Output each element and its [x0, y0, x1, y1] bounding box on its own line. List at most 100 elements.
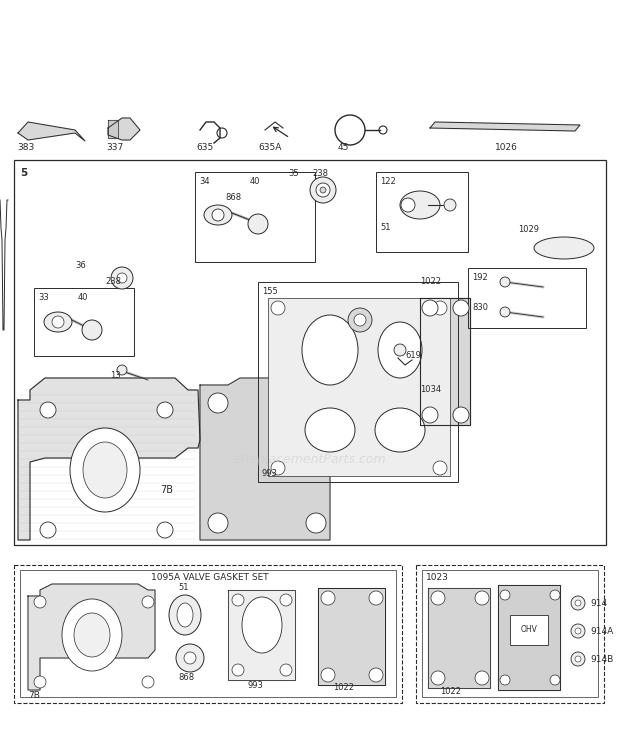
Circle shape: [40, 522, 56, 538]
Circle shape: [82, 320, 102, 340]
Bar: [34, 288, 134, 356]
Text: 914: 914: [590, 598, 607, 608]
Text: 1034: 1034: [420, 385, 441, 394]
Ellipse shape: [400, 191, 440, 219]
Circle shape: [40, 402, 56, 418]
Circle shape: [422, 300, 438, 316]
Text: 1095A VALVE GASKET SET: 1095A VALVE GASKET SET: [151, 574, 269, 583]
Circle shape: [34, 596, 46, 608]
Text: 619: 619: [405, 350, 421, 359]
Circle shape: [280, 594, 292, 606]
Circle shape: [34, 676, 46, 688]
Text: 7B: 7B: [28, 690, 40, 699]
Text: 1022: 1022: [333, 684, 354, 693]
Circle shape: [321, 668, 335, 682]
Ellipse shape: [534, 237, 594, 259]
Polygon shape: [318, 588, 385, 685]
Circle shape: [117, 273, 127, 283]
Ellipse shape: [305, 408, 355, 452]
Text: 13: 13: [110, 371, 121, 379]
Circle shape: [475, 671, 489, 685]
Text: 155: 155: [262, 287, 278, 297]
Text: 33: 33: [38, 293, 49, 303]
Circle shape: [571, 652, 585, 666]
Text: 192: 192: [472, 274, 488, 283]
Circle shape: [369, 668, 383, 682]
Circle shape: [550, 675, 560, 685]
Circle shape: [306, 393, 326, 413]
Ellipse shape: [74, 613, 110, 657]
Circle shape: [575, 628, 581, 634]
Circle shape: [271, 301, 285, 315]
Circle shape: [500, 307, 510, 317]
Text: 1026: 1026: [495, 144, 518, 153]
Circle shape: [142, 596, 154, 608]
Circle shape: [500, 675, 510, 685]
Circle shape: [176, 644, 204, 672]
Text: 914B: 914B: [590, 655, 613, 664]
Text: 238: 238: [105, 278, 121, 286]
Text: OHV: OHV: [521, 626, 538, 635]
Text: 45: 45: [338, 144, 350, 153]
Circle shape: [142, 676, 154, 688]
Text: 993: 993: [262, 469, 278, 478]
Ellipse shape: [169, 595, 201, 635]
Bar: [422, 570, 598, 697]
Polygon shape: [228, 590, 295, 680]
Text: 868: 868: [178, 673, 194, 682]
Circle shape: [431, 591, 445, 605]
Polygon shape: [200, 378, 330, 540]
Text: 51: 51: [380, 223, 391, 232]
Bar: [258, 282, 458, 482]
Text: 40: 40: [250, 178, 260, 187]
Text: 36: 36: [75, 260, 86, 269]
Ellipse shape: [375, 408, 425, 452]
Circle shape: [52, 316, 64, 328]
Circle shape: [453, 300, 469, 316]
Ellipse shape: [83, 442, 127, 498]
Circle shape: [354, 314, 366, 326]
Bar: [376, 172, 468, 252]
Text: 868: 868: [225, 193, 241, 202]
Polygon shape: [18, 378, 200, 540]
Circle shape: [117, 365, 127, 375]
Circle shape: [571, 596, 585, 610]
Circle shape: [157, 522, 173, 538]
Text: 383: 383: [17, 144, 34, 153]
Polygon shape: [18, 122, 85, 141]
Text: 51: 51: [178, 583, 188, 592]
Circle shape: [575, 656, 581, 662]
Ellipse shape: [111, 267, 133, 289]
Bar: [468, 268, 586, 328]
Bar: [510, 615, 548, 645]
Circle shape: [571, 624, 585, 638]
Ellipse shape: [248, 214, 268, 234]
Text: 635: 635: [196, 144, 213, 153]
Circle shape: [433, 301, 447, 315]
Text: 40: 40: [78, 293, 89, 303]
Text: 337: 337: [106, 144, 123, 153]
Text: 7B: 7B: [160, 485, 173, 495]
Circle shape: [208, 393, 228, 413]
Bar: [20, 570, 396, 697]
Text: 1029: 1029: [518, 225, 539, 234]
Circle shape: [316, 183, 330, 197]
Bar: [268, 298, 450, 476]
Polygon shape: [498, 585, 560, 690]
Circle shape: [422, 407, 438, 423]
Ellipse shape: [310, 177, 336, 203]
Circle shape: [475, 591, 489, 605]
Polygon shape: [420, 298, 470, 425]
Ellipse shape: [242, 597, 282, 653]
Polygon shape: [28, 584, 155, 690]
Circle shape: [212, 209, 224, 221]
Ellipse shape: [177, 603, 193, 627]
Circle shape: [453, 407, 469, 423]
Circle shape: [431, 671, 445, 685]
Text: 1023: 1023: [426, 574, 449, 583]
Text: 914A: 914A: [590, 626, 613, 635]
Circle shape: [401, 198, 415, 212]
Ellipse shape: [378, 322, 422, 378]
Circle shape: [306, 513, 326, 533]
Circle shape: [575, 600, 581, 606]
